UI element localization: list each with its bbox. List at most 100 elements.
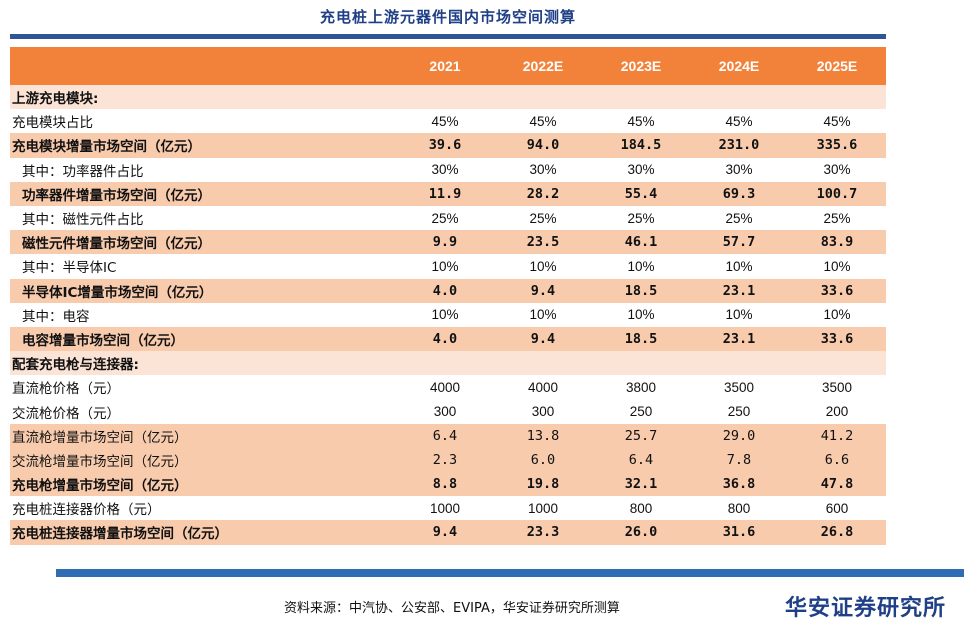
table-row: 直流枪价格（元） 4000 4000 3800 3500 3500 <box>10 375 886 399</box>
row-label: 磁性元件增量市场空间（亿元） <box>10 230 396 255</box>
value-cell: 36.8 <box>690 472 788 497</box>
value-cell: 25.7 <box>592 423 690 448</box>
value-cell: 7.8 <box>690 447 788 472</box>
year-2023e: 2023E <box>592 47 690 85</box>
bottom-divider <box>56 569 964 577</box>
value-cell: 6.4 <box>592 447 690 472</box>
value-cell <box>592 85 690 110</box>
value-cell: 18.5 <box>592 326 690 352</box>
value-cell: 25% <box>725 210 753 226</box>
value-cell: 100.7 <box>788 181 886 206</box>
row-label: 充电枪增量市场空间（亿元） <box>10 472 396 497</box>
value-cell: 69.3 <box>690 181 788 206</box>
value-cell: 10% <box>627 307 655 323</box>
value-cell: 23.1 <box>690 326 788 352</box>
value-cell: 31.6 <box>690 520 788 545</box>
value-cell: 1000 <box>429 500 461 516</box>
value-cell <box>396 85 494 110</box>
value-cell: 55.4 <box>592 181 690 206</box>
row-label: 充电模块增量市场空间（亿元） <box>10 133 396 158</box>
value-cell: 184.5 <box>592 133 690 158</box>
value-cell: 45% <box>529 113 557 129</box>
value-cell: 9.4 <box>494 278 592 303</box>
value-cell <box>396 351 494 376</box>
value-cell: 8.8 <box>396 472 494 497</box>
value-cell: 6.6 <box>788 447 886 472</box>
market-size-table: 2021 2022E 2023E 2024E 2025E 上游充电模块: 充电模块… <box>10 47 886 545</box>
value-cell: 25% <box>823 210 851 226</box>
table-row: 配套充电枪与连接器: <box>10 351 886 376</box>
value-cell: 19.8 <box>494 472 592 497</box>
row-label: 充电桩连接器价格（元） <box>12 502 161 519</box>
year-2021: 2021 <box>396 47 494 85</box>
table-row: 交流枪增量市场空间（亿元） 2.3 6.0 6.4 7.8 6.6 <box>10 447 886 472</box>
value-cell: 10% <box>431 307 459 323</box>
value-cell <box>690 351 788 376</box>
value-cell: 83.9 <box>788 230 886 255</box>
header-row: 2021 2022E 2023E 2024E 2025E <box>10 47 886 85</box>
value-cell <box>494 351 592 376</box>
header-label <box>10 47 396 85</box>
table-row: 交流枪价格（元） 300 300 250 250 200 <box>10 399 886 423</box>
row-label: 其中：半导体IC <box>22 260 117 277</box>
value-cell: 300 <box>531 404 555 420</box>
value-cell: 26.0 <box>592 520 690 545</box>
value-cell <box>494 85 592 110</box>
value-cell: 23.1 <box>690 278 788 303</box>
value-cell: 94.0 <box>494 133 592 158</box>
value-cell: 9.9 <box>396 230 494 255</box>
value-cell: 200 <box>825 404 849 420</box>
table-row: 直流枪增量市场空间（亿元） 6.4 13.8 25.7 29.0 41.2 <box>10 423 886 448</box>
value-cell: 4.0 <box>396 326 494 352</box>
value-cell: 10% <box>529 307 557 323</box>
row-label: 配套充电枪与连接器: <box>10 351 396 376</box>
value-cell: 39.6 <box>396 133 494 158</box>
value-cell: 250 <box>727 404 751 420</box>
value-cell: 4000 <box>429 379 461 395</box>
value-cell: 13.8 <box>494 423 592 448</box>
value-cell: 10% <box>431 258 459 274</box>
row-label: 直流枪增量市场空间（亿元） <box>10 423 396 448</box>
brand-logo-text: 华安证券研究所 <box>784 596 946 621</box>
row-label: 电容增量市场空间（亿元） <box>10 326 396 352</box>
value-cell: 10% <box>823 307 851 323</box>
table-row: 其中：功率器件占比 30% 30% 30% 30% 30% <box>10 158 886 182</box>
value-cell <box>690 85 788 110</box>
source-note: 资料来源：中汽协、公安部、EVIPA，华安证券研究所测算 <box>284 601 620 616</box>
table-row: 充电模块占比 45% 45% 45% 45% 45% <box>10 109 886 133</box>
value-cell: 10% <box>627 258 655 274</box>
value-cell: 30% <box>627 162 655 178</box>
table-row: 上游充电模块: <box>10 85 886 110</box>
value-cell: 250 <box>629 404 653 420</box>
value-cell: 4.0 <box>396 278 494 303</box>
value-cell: 46.1 <box>592 230 690 255</box>
value-cell: 3500 <box>723 379 755 395</box>
table-row: 充电桩连接器增量市场空间（亿元） 9.4 23.3 26.0 31.6 26.8 <box>10 520 886 545</box>
value-cell: 10% <box>823 258 851 274</box>
value-cell: 30% <box>529 162 557 178</box>
value-cell: 25% <box>529 210 557 226</box>
value-cell: 4000 <box>527 379 559 395</box>
row-label: 交流枪增量市场空间（亿元） <box>10 447 396 472</box>
table-title: 充电桩上游元器件国内市场空间测算 <box>319 8 576 26</box>
value-cell: 1000 <box>527 500 559 516</box>
table-row: 功率器件增量市场空间（亿元） 11.9 28.2 55.4 69.3 100.7 <box>10 181 886 206</box>
value-cell: 45% <box>823 113 851 129</box>
value-cell <box>592 351 690 376</box>
value-cell: 30% <box>823 162 851 178</box>
value-cell: 26.8 <box>788 520 886 545</box>
value-cell: 18.5 <box>592 278 690 303</box>
value-cell: 600 <box>825 500 849 516</box>
table-row: 磁性元件增量市场空间（亿元） 9.9 23.5 46.1 57.7 83.9 <box>10 230 886 255</box>
value-cell: 32.1 <box>592 472 690 497</box>
value-cell: 45% <box>725 113 753 129</box>
value-cell: 6.4 <box>396 423 494 448</box>
value-cell: 11.9 <box>396 181 494 206</box>
table-row: 充电枪增量市场空间（亿元） 8.8 19.8 32.1 36.8 47.8 <box>10 472 886 497</box>
table-row: 半导体IC增量市场空间（亿元） 4.0 9.4 18.5 23.1 33.6 <box>10 278 886 303</box>
row-label: 充电桩连接器增量市场空间（亿元） <box>10 520 396 545</box>
value-cell: 335.6 <box>788 133 886 158</box>
value-cell: 57.7 <box>690 230 788 255</box>
value-cell: 800 <box>629 500 653 516</box>
value-cell: 3800 <box>625 379 657 395</box>
